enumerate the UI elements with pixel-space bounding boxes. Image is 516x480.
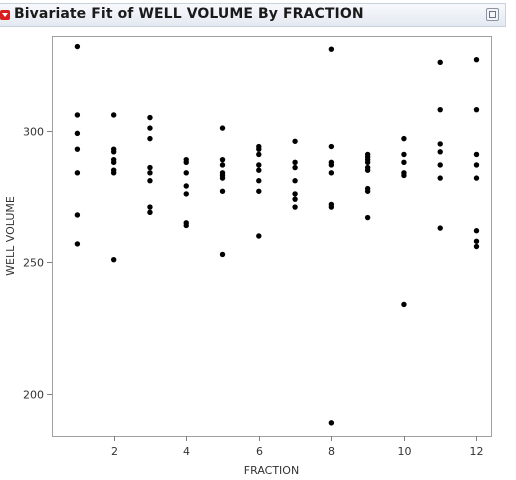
data-point xyxy=(328,143,335,150)
data-point xyxy=(110,256,117,263)
data-point xyxy=(183,170,189,176)
data-point xyxy=(292,164,298,171)
red-triangle-menu-icon[interactable] xyxy=(0,10,10,20)
data-point xyxy=(292,178,298,184)
data-point xyxy=(183,159,189,166)
data-point xyxy=(401,172,407,179)
data-point xyxy=(473,238,480,244)
data-point xyxy=(110,170,117,176)
x-tick-label: 2 xyxy=(111,445,118,458)
data-point xyxy=(219,175,226,181)
data-point xyxy=(256,233,262,239)
data-point xyxy=(256,188,262,194)
data-point xyxy=(437,225,443,231)
x-tick-label: 10 xyxy=(398,445,412,458)
data-point xyxy=(147,164,153,171)
x-tick-label: 4 xyxy=(183,445,190,458)
data-point xyxy=(219,188,226,194)
data-point xyxy=(219,125,226,131)
data-point xyxy=(364,214,371,221)
data-point xyxy=(147,170,153,176)
y-axis: 200 250 300 xyxy=(23,126,52,402)
data-point xyxy=(364,159,371,166)
data-point xyxy=(401,135,407,142)
data-point xyxy=(183,183,189,189)
data-point xyxy=(147,125,153,131)
x-tick-label: 8 xyxy=(328,445,335,458)
data-point xyxy=(364,188,371,194)
data-point xyxy=(473,162,480,168)
data-point xyxy=(110,112,117,118)
data-point xyxy=(147,204,153,210)
data-point xyxy=(219,156,226,163)
data-point xyxy=(328,170,335,176)
data-point xyxy=(292,204,298,210)
data-point xyxy=(147,209,153,216)
data-point xyxy=(183,191,189,197)
data-point xyxy=(147,178,153,184)
data-point xyxy=(110,149,117,155)
data-point xyxy=(74,112,81,118)
data-point xyxy=(147,114,153,121)
data-point xyxy=(437,106,443,113)
y-tick-label: 250 xyxy=(23,257,44,270)
data-point xyxy=(256,167,262,173)
y-tick-label: 200 xyxy=(23,389,44,402)
data-point xyxy=(437,59,443,66)
data-point xyxy=(328,162,335,168)
data-point xyxy=(437,162,443,168)
data-point xyxy=(74,146,81,152)
data-point xyxy=(473,228,480,234)
data-point xyxy=(219,162,226,168)
data-point xyxy=(473,56,480,63)
data-point xyxy=(328,420,335,426)
data-point xyxy=(401,301,407,308)
data-point xyxy=(364,167,371,173)
maximize-icon[interactable] xyxy=(486,8,499,21)
data-point xyxy=(328,204,335,210)
data-point xyxy=(110,159,117,166)
data-point xyxy=(292,138,298,144)
report-header[interactable]: Bivariate Fit of WELL VOLUME By FRACTION xyxy=(0,3,506,27)
data-point xyxy=(256,146,262,152)
data-point xyxy=(473,243,480,250)
data-point xyxy=(292,191,298,197)
data-point xyxy=(74,43,81,50)
data-point xyxy=(74,241,81,247)
y-tick-label: 300 xyxy=(23,126,44,139)
data-point xyxy=(437,141,443,147)
data-point xyxy=(401,159,407,166)
plot-frame xyxy=(52,36,492,437)
x-tick-label: 12 xyxy=(470,445,484,458)
data-point xyxy=(74,130,81,137)
data-point xyxy=(473,175,480,181)
data-points xyxy=(74,43,480,426)
x-tick-label: 6 xyxy=(256,445,263,458)
x-axis: 2 4 6 8 10 12 xyxy=(111,436,484,458)
y-axis-title: WELL VOLUME xyxy=(4,196,17,276)
data-point xyxy=(219,251,226,258)
data-point xyxy=(74,170,81,176)
data-point xyxy=(74,212,81,218)
data-point xyxy=(473,151,480,158)
data-point xyxy=(183,222,189,229)
report-title: Bivariate Fit of WELL VOLUME By FRACTION xyxy=(14,6,364,22)
data-point xyxy=(401,151,407,158)
data-point xyxy=(328,46,335,52)
data-point xyxy=(256,151,262,158)
data-point xyxy=(256,178,262,184)
data-point xyxy=(473,106,480,113)
data-point xyxy=(437,149,443,155)
data-point xyxy=(147,135,153,142)
x-axis-title: FRACTION xyxy=(244,464,299,477)
data-point xyxy=(437,175,443,181)
data-point xyxy=(292,196,298,202)
data-point xyxy=(256,162,262,168)
data-point xyxy=(292,159,298,166)
